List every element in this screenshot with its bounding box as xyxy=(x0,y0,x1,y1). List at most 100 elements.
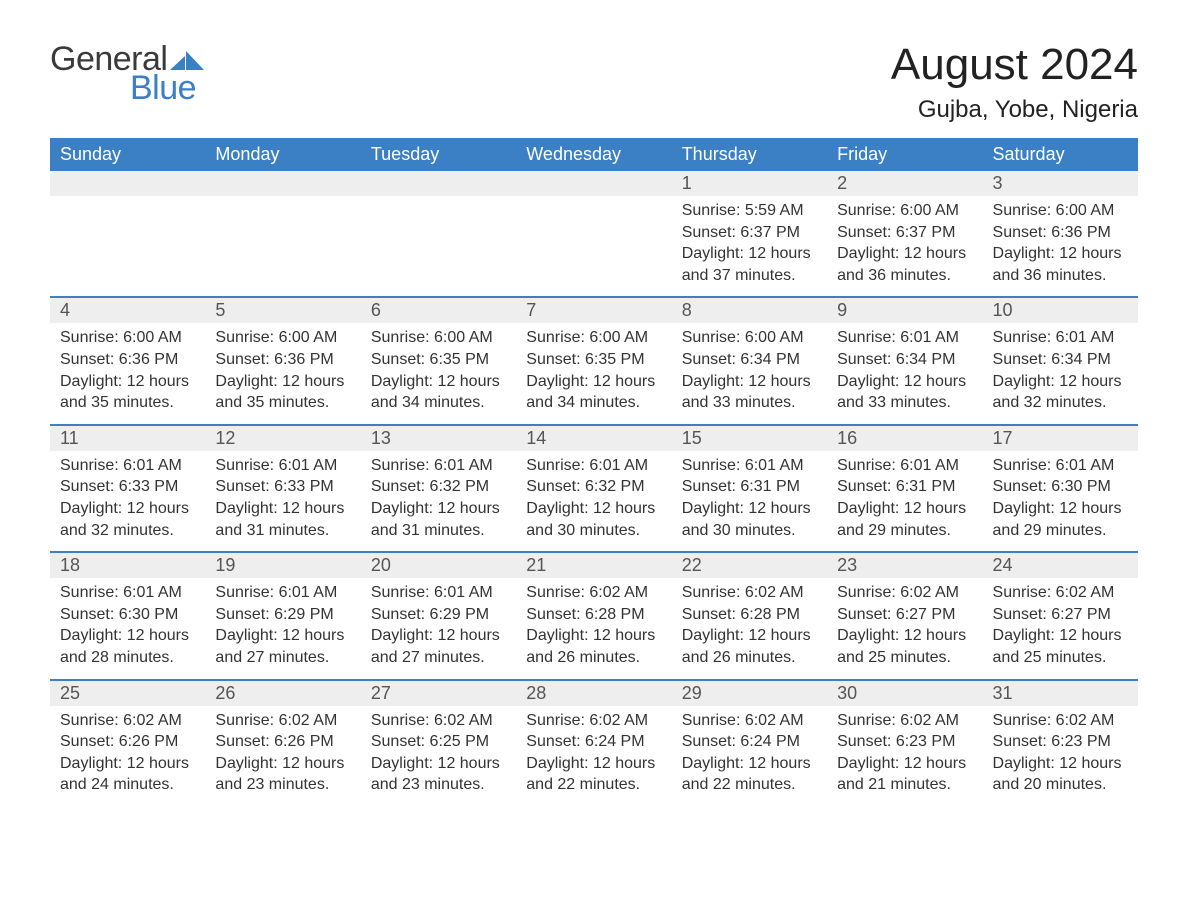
sunrise-text: Sunrise: 6:01 AM xyxy=(371,455,506,477)
day-cell xyxy=(516,196,671,296)
daylight-text: Daylight: 12 hours and 29 minutes. xyxy=(993,498,1128,541)
sunset-text: Sunset: 6:23 PM xyxy=(837,731,972,753)
day-cell: Sunrise: 6:01 AMSunset: 6:31 PMDaylight:… xyxy=(827,451,982,551)
title-block: August 2024 Gujba, Yobe, Nigeria xyxy=(891,40,1138,124)
sunrise-text: Sunrise: 6:00 AM xyxy=(371,327,506,349)
daylight-text: Daylight: 12 hours and 35 minutes. xyxy=(60,371,195,414)
daylight-text: Daylight: 12 hours and 34 minutes. xyxy=(371,371,506,414)
sunrise-text: Sunrise: 6:02 AM xyxy=(993,582,1128,604)
weekday-header: Thursday xyxy=(672,138,827,171)
day-cell: Sunrise: 6:02 AMSunset: 6:28 PMDaylight:… xyxy=(672,578,827,678)
day-number: 13 xyxy=(361,426,516,451)
calendar: SundayMondayTuesdayWednesdayThursdayFrid… xyxy=(50,138,1138,806)
daylight-text: Daylight: 12 hours and 22 minutes. xyxy=(526,753,661,796)
calendar-week: 11121314151617Sunrise: 6:01 AMSunset: 6:… xyxy=(50,424,1138,551)
calendar-body: 123Sunrise: 5:59 AMSunset: 6:37 PMDaylig… xyxy=(50,171,1138,806)
day-cell: Sunrise: 6:02 AMSunset: 6:27 PMDaylight:… xyxy=(983,578,1138,678)
daylight-text: Daylight: 12 hours and 34 minutes. xyxy=(526,371,661,414)
day-cell: Sunrise: 6:02 AMSunset: 6:24 PMDaylight:… xyxy=(672,706,827,806)
sunset-text: Sunset: 6:26 PM xyxy=(215,731,350,753)
sunset-text: Sunset: 6:27 PM xyxy=(837,604,972,626)
day-number: 2 xyxy=(827,171,982,196)
day-body-row: Sunrise: 6:02 AMSunset: 6:26 PMDaylight:… xyxy=(50,706,1138,806)
day-number: 25 xyxy=(50,681,205,706)
weekday-header: Saturday xyxy=(983,138,1138,171)
calendar-week: 45678910Sunrise: 6:00 AMSunset: 6:36 PMD… xyxy=(50,296,1138,423)
sunset-text: Sunset: 6:24 PM xyxy=(682,731,817,753)
sunset-text: Sunset: 6:37 PM xyxy=(837,222,972,244)
day-number: 11 xyxy=(50,426,205,451)
sunset-text: Sunset: 6:26 PM xyxy=(60,731,195,753)
daylight-text: Daylight: 12 hours and 20 minutes. xyxy=(993,753,1128,796)
daylight-text: Daylight: 12 hours and 24 minutes. xyxy=(60,753,195,796)
weekday-header: Tuesday xyxy=(361,138,516,171)
day-number: 23 xyxy=(827,553,982,578)
daylight-text: Daylight: 12 hours and 33 minutes. xyxy=(837,371,972,414)
day-cell xyxy=(50,196,205,296)
sunrise-text: Sunrise: 6:02 AM xyxy=(993,710,1128,732)
day-cell: Sunrise: 6:00 AMSunset: 6:37 PMDaylight:… xyxy=(827,196,982,296)
daylight-text: Daylight: 12 hours and 31 minutes. xyxy=(215,498,350,541)
day-cell: Sunrise: 6:01 AMSunset: 6:30 PMDaylight:… xyxy=(983,451,1138,551)
day-number-row: 25262728293031 xyxy=(50,679,1138,706)
day-number-row: 123 xyxy=(50,171,1138,196)
header: General Blue August 2024 Gujba, Yobe, Ni… xyxy=(50,40,1138,124)
day-body-row: Sunrise: 6:01 AMSunset: 6:30 PMDaylight:… xyxy=(50,578,1138,678)
logo: General Blue xyxy=(50,40,204,108)
day-cell: Sunrise: 6:01 AMSunset: 6:33 PMDaylight:… xyxy=(205,451,360,551)
daylight-text: Daylight: 12 hours and 26 minutes. xyxy=(526,625,661,668)
day-number: 3 xyxy=(983,171,1138,196)
day-number: 8 xyxy=(672,298,827,323)
daylight-text: Daylight: 12 hours and 27 minutes. xyxy=(371,625,506,668)
weekday-header: Wednesday xyxy=(516,138,671,171)
day-number: 12 xyxy=(205,426,360,451)
sunset-text: Sunset: 6:36 PM xyxy=(215,349,350,371)
day-cell: Sunrise: 6:01 AMSunset: 6:30 PMDaylight:… xyxy=(50,578,205,678)
day-cell: Sunrise: 6:00 AMSunset: 6:36 PMDaylight:… xyxy=(205,323,360,423)
day-cell: Sunrise: 6:00 AMSunset: 6:34 PMDaylight:… xyxy=(672,323,827,423)
daylight-text: Daylight: 12 hours and 36 minutes. xyxy=(993,243,1128,286)
weekday-header-row: SundayMondayTuesdayWednesdayThursdayFrid… xyxy=(50,138,1138,171)
sunrise-text: Sunrise: 6:02 AM xyxy=(60,710,195,732)
sunrise-text: Sunrise: 6:01 AM xyxy=(60,582,195,604)
day-cell: Sunrise: 6:02 AMSunset: 6:28 PMDaylight:… xyxy=(516,578,671,678)
day-cell xyxy=(205,196,360,296)
sunrise-text: Sunrise: 6:01 AM xyxy=(215,455,350,477)
sunset-text: Sunset: 6:31 PM xyxy=(682,476,817,498)
day-number: 19 xyxy=(205,553,360,578)
calendar-week: 25262728293031Sunrise: 6:02 AMSunset: 6:… xyxy=(50,679,1138,806)
day-number xyxy=(205,171,360,196)
month-title: August 2024 xyxy=(891,40,1138,90)
day-cell: Sunrise: 6:00 AMSunset: 6:36 PMDaylight:… xyxy=(50,323,205,423)
day-number xyxy=(50,171,205,196)
daylight-text: Daylight: 12 hours and 25 minutes. xyxy=(993,625,1128,668)
day-number: 9 xyxy=(827,298,982,323)
day-cell: Sunrise: 6:02 AMSunset: 6:23 PMDaylight:… xyxy=(827,706,982,806)
day-cell: Sunrise: 6:01 AMSunset: 6:31 PMDaylight:… xyxy=(672,451,827,551)
daylight-text: Daylight: 12 hours and 23 minutes. xyxy=(371,753,506,796)
day-cell: Sunrise: 6:01 AMSunset: 6:34 PMDaylight:… xyxy=(983,323,1138,423)
sunrise-text: Sunrise: 6:01 AM xyxy=(526,455,661,477)
daylight-text: Daylight: 12 hours and 25 minutes. xyxy=(837,625,972,668)
calendar-week: 18192021222324Sunrise: 6:01 AMSunset: 6:… xyxy=(50,551,1138,678)
sunrise-text: Sunrise: 6:02 AM xyxy=(682,710,817,732)
sunrise-text: Sunrise: 6:01 AM xyxy=(682,455,817,477)
day-cell: Sunrise: 6:02 AMSunset: 6:26 PMDaylight:… xyxy=(50,706,205,806)
sunset-text: Sunset: 6:33 PM xyxy=(215,476,350,498)
sunrise-text: Sunrise: 6:01 AM xyxy=(60,455,195,477)
daylight-text: Daylight: 12 hours and 33 minutes. xyxy=(682,371,817,414)
sunset-text: Sunset: 6:36 PM xyxy=(993,222,1128,244)
daylight-text: Daylight: 12 hours and 32 minutes. xyxy=(993,371,1128,414)
day-number: 16 xyxy=(827,426,982,451)
daylight-text: Daylight: 12 hours and 31 minutes. xyxy=(371,498,506,541)
day-number: 29 xyxy=(672,681,827,706)
sunrise-text: Sunrise: 6:01 AM xyxy=(993,455,1128,477)
daylight-text: Daylight: 12 hours and 21 minutes. xyxy=(837,753,972,796)
daylight-text: Daylight: 12 hours and 28 minutes. xyxy=(60,625,195,668)
sunset-text: Sunset: 6:27 PM xyxy=(993,604,1128,626)
daylight-text: Daylight: 12 hours and 36 minutes. xyxy=(837,243,972,286)
sunrise-text: Sunrise: 6:02 AM xyxy=(526,710,661,732)
day-number: 27 xyxy=(361,681,516,706)
day-number: 18 xyxy=(50,553,205,578)
sunrise-text: Sunrise: 6:00 AM xyxy=(993,200,1128,222)
